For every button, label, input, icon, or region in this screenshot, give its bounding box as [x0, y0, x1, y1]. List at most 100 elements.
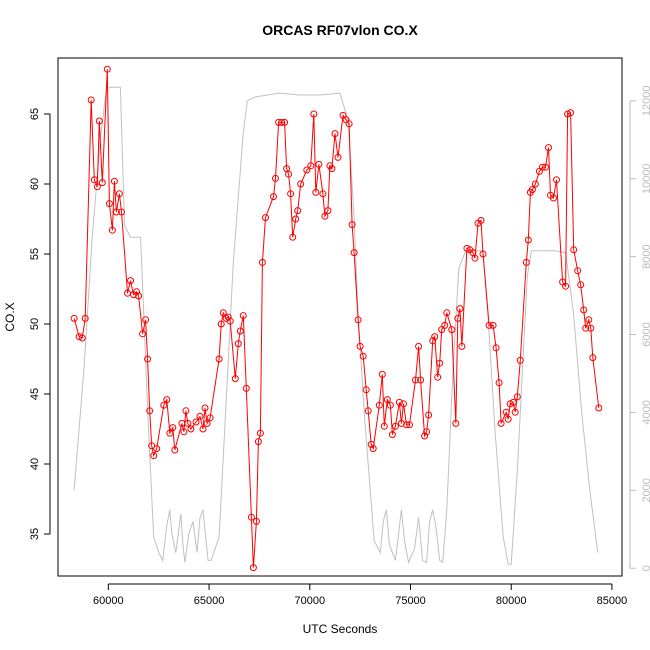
co-point — [577, 281, 585, 289]
co-point — [397, 419, 405, 427]
y-tick-label: 65 — [29, 108, 41, 120]
y2-tick-label: 8000 — [641, 244, 650, 268]
y2-tick-label: 10000 — [641, 163, 650, 194]
x-tick-label: 80000 — [496, 595, 527, 607]
co-point — [509, 398, 517, 406]
co-point — [307, 162, 315, 170]
co-point — [70, 314, 78, 322]
co-point — [196, 412, 204, 420]
co-point — [297, 180, 305, 188]
co-point — [135, 292, 143, 300]
co-point — [81, 314, 89, 322]
co-point — [431, 333, 439, 341]
co-point — [364, 407, 372, 415]
y-axis: 35 40 45 50 55 60 65 — [29, 108, 51, 540]
x-axis: 60000 65000 70000 75000 80000 85000 — [93, 583, 628, 607]
y-axis-title: CO.X — [3, 302, 17, 331]
co-point — [187, 425, 195, 433]
co-point — [479, 250, 487, 258]
y2-tick-label: 12000 — [641, 86, 650, 117]
co-point — [570, 246, 578, 254]
chart-title: ORCAS RF07vlon CO.X — [262, 22, 418, 38]
co-point — [448, 326, 456, 334]
co-point — [417, 376, 425, 384]
co-point — [133, 288, 141, 296]
co-point — [144, 355, 152, 363]
co-point — [324, 207, 332, 215]
co-point — [142, 316, 150, 324]
x-tick-label: 75000 — [395, 595, 426, 607]
co-point — [219, 309, 227, 317]
y2-tick-label: 4000 — [641, 400, 650, 424]
co-point — [93, 183, 101, 191]
co-point — [452, 419, 460, 427]
y-tick-label: 45 — [29, 388, 41, 400]
co-point — [456, 305, 464, 313]
co-point — [226, 317, 234, 325]
co-point — [201, 404, 209, 412]
co-point — [312, 188, 320, 196]
co-point — [585, 316, 593, 324]
y2-tick-label: 0 — [641, 565, 650, 571]
co-point — [182, 407, 190, 415]
x-tick-label: 85000 — [597, 595, 628, 607]
co-point — [485, 321, 493, 329]
co-point — [292, 215, 300, 223]
co-point — [127, 277, 134, 285]
co-point — [249, 564, 257, 572]
co-point — [423, 428, 431, 436]
co-point — [522, 258, 530, 266]
co-point — [289, 233, 297, 241]
co-point — [516, 356, 524, 364]
y-tick-label: 40 — [29, 458, 41, 470]
co-point — [231, 375, 239, 383]
co-point — [582, 324, 590, 332]
co-point — [356, 342, 364, 350]
co-point — [206, 414, 214, 422]
co-point — [321, 212, 329, 220]
co-point — [511, 408, 519, 416]
co-point — [163, 396, 171, 404]
co-point — [184, 419, 192, 427]
co-series — [70, 65, 603, 572]
co-point — [406, 421, 413, 429]
co-point — [150, 452, 158, 460]
co-point — [270, 193, 277, 201]
plot-frame — [57, 57, 623, 577]
co-point — [171, 446, 179, 454]
co-point — [538, 163, 546, 171]
co-point — [272, 174, 279, 182]
co-point — [388, 431, 396, 439]
co-point — [139, 330, 147, 338]
co-point — [160, 401, 168, 409]
co-point — [166, 429, 174, 437]
co-point — [458, 342, 466, 350]
co-point — [354, 316, 362, 324]
co-point — [348, 221, 356, 229]
co-point — [258, 258, 266, 266]
co-point — [239, 312, 247, 320]
co-point — [580, 306, 588, 314]
x-tick-label: 70000 — [294, 595, 325, 607]
co-point — [380, 422, 388, 430]
co-point — [303, 166, 311, 174]
co-point — [247, 513, 255, 521]
co-point — [78, 334, 86, 342]
x-axis-title: UTC Seconds — [303, 622, 378, 636]
co-point — [492, 344, 500, 352]
co-point — [403, 421, 410, 429]
co-point — [400, 400, 407, 408]
co-point — [589, 354, 597, 362]
co-point — [562, 282, 570, 290]
x-tick-label: 60000 — [93, 595, 124, 607]
altitude-series — [73, 86, 599, 565]
co-point — [429, 337, 437, 345]
co-point — [513, 393, 521, 401]
co-point — [425, 411, 433, 419]
co-point — [87, 96, 95, 104]
co-point — [287, 190, 295, 198]
co-point — [383, 396, 391, 404]
co-point — [545, 144, 552, 152]
co-point — [256, 429, 264, 437]
